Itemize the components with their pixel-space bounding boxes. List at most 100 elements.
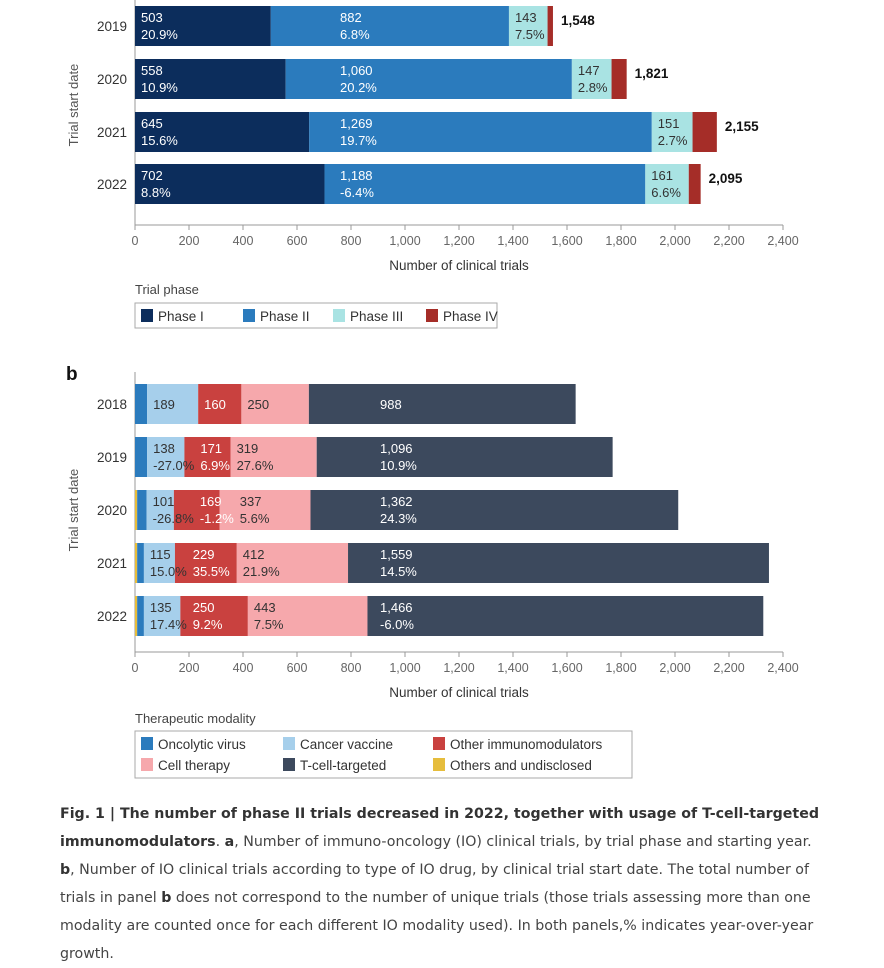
bar-segment [135,437,148,477]
growth-label: 9.2% [193,617,223,632]
legend-swatch [243,309,255,322]
legend-label: Phase III [350,309,403,324]
caption-title: Fig. 1 | The number of phase II trials d… [60,806,819,850]
data-label: 143 [515,10,537,25]
legend-swatch [333,309,345,322]
y-tick-label: 2022 [97,177,127,192]
x-tick-label: 1,800 [605,234,636,248]
x-tick-label: 1,200 [443,661,474,675]
x-tick-label: 200 [179,661,200,675]
data-label: 1,559 [380,547,413,562]
x-tick-label: 1,000 [389,234,420,248]
x-tick-label: 1,200 [443,234,474,248]
bar-segment [688,164,701,204]
legend-label: Phase I [158,309,204,324]
x-tick-label: 2,000 [659,234,690,248]
growth-label: 6.6% [651,185,681,200]
legend-swatch [141,737,153,750]
caption-b-label-2: b [161,890,172,906]
legend-label: Cell therapy [158,758,230,773]
data-label: 169 [200,494,222,509]
growth-label: 7.5% [515,27,545,42]
data-label: 412 [243,547,265,562]
bar-segment [173,490,220,530]
bar-segment [692,112,717,152]
bar-segment [198,384,242,424]
growth-label: 20.2% [340,80,377,95]
bar-segment [180,596,248,636]
data-label: 229 [193,547,215,562]
data-label: 189 [153,397,175,412]
bar-segment [308,384,576,424]
figure-charts: 0 200 400 600 800 1,000 1,200 1,400 1,600 1,800 2,… [66,0,799,779]
data-label: 1,466 [380,600,413,615]
y-axis-title: Trial start date [66,64,81,147]
panel-label: b [66,364,78,385]
x-tick-label: 400 [233,234,254,248]
data-label: 138 [153,441,175,456]
data-label: 645 [141,116,163,131]
bar-segment [241,384,309,424]
x-tick-label: 0 [132,234,139,248]
x-tick-label: 1,400 [497,234,528,248]
x-tick-label: 1,800 [605,661,636,675]
data-label: 1,096 [380,441,413,456]
growth-label: 19.7% [340,133,377,148]
growth-label: 17.4% [150,617,187,632]
bar-segment [135,112,310,152]
growth-label: 5.6% [240,511,270,526]
x-tick-label: 600 [287,234,308,248]
total-label: 2,095 [709,171,743,186]
data-label: 135 [150,600,172,615]
data-label: 503 [141,10,163,25]
bar-segment [367,596,764,636]
bar-segment [508,6,548,46]
x-tick-label: 1,600 [551,661,582,675]
y-tick-label: 2020 [97,72,127,87]
legend-swatch [141,309,153,322]
data-label: 702 [141,168,163,183]
growth-label: -27.0% [153,458,195,473]
growth-label: 6.8% [340,27,370,42]
bar-segment [219,490,311,530]
data-label: 1,362 [380,494,413,509]
bar-segment [135,490,138,530]
growth-label: -1.2% [200,511,234,526]
data-label: 115 [150,547,171,562]
bar-segment [143,596,181,636]
legend-label: Phase IV [443,309,498,324]
caption-a-label: a [224,834,235,850]
bar-segment [143,543,175,583]
data-label: 337 [240,494,262,509]
legend-swatch [426,309,438,322]
x-tick-label: 600 [287,661,308,675]
bar-segment [230,437,317,477]
data-label: 1,060 [340,63,373,78]
bar-segment [310,490,679,530]
bar-segment [146,490,174,530]
legend-swatch [141,758,153,771]
bar-segment [147,384,199,424]
legend-label: Others and undisclosed [450,758,592,773]
y-tick-label: 2021 [97,556,127,571]
growth-label: 21.9% [243,564,280,579]
data-label: 250 [193,600,215,615]
data-label: 160 [204,397,226,412]
x-tick-label: 2,000 [659,661,690,675]
bar-segment [147,437,185,477]
bar-segment [135,596,138,636]
x-tick-label: 400 [233,661,254,675]
growth-label: 7.5% [254,617,284,632]
bar-segment [135,543,138,583]
growth-label: -6.0% [380,617,414,632]
growth-label: -26.8% [153,511,195,526]
growth-label: 2.7% [658,133,688,148]
bar-segment [236,543,349,583]
bar-segment [137,543,144,583]
growth-label: 24.3% [380,511,417,526]
legend-label: T-cell-targeted [300,758,386,773]
x-axis-title: Number of clinical trials [389,258,529,273]
legend-label: Other immunomodulators [450,737,603,752]
bar-segment [316,437,613,477]
bar-segment [174,543,237,583]
